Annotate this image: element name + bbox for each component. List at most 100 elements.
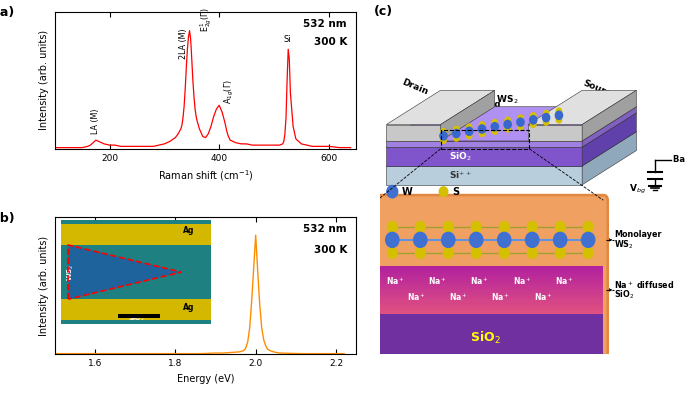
- Bar: [377, 290, 603, 292]
- Circle shape: [556, 108, 562, 114]
- Circle shape: [443, 248, 453, 258]
- Circle shape: [505, 126, 510, 132]
- Text: SiO$_2$: SiO$_2$: [471, 330, 501, 346]
- Bar: [377, 311, 603, 314]
- Bar: [377, 278, 603, 281]
- Circle shape: [504, 120, 511, 129]
- Bar: [377, 275, 603, 278]
- Text: V$_{bg}$: V$_{bg}$: [629, 183, 646, 196]
- Bar: [377, 314, 603, 358]
- Text: Si$^{++}$: Si$^{++}$: [449, 170, 472, 181]
- Text: ML WS$_2$: ML WS$_2$: [479, 93, 519, 106]
- Polygon shape: [582, 132, 636, 185]
- Circle shape: [386, 232, 399, 248]
- Circle shape: [584, 248, 593, 258]
- Polygon shape: [528, 90, 636, 125]
- Text: Monolayer: Monolayer: [614, 230, 661, 239]
- Circle shape: [416, 248, 425, 258]
- Bar: [377, 299, 603, 302]
- Text: Na$^+$: Na$^+$: [555, 275, 573, 287]
- Y-axis label: Intensity (arb. units): Intensity (arb. units): [39, 30, 49, 131]
- Circle shape: [525, 232, 539, 248]
- Text: Drain: Drain: [400, 78, 429, 97]
- Text: Ag: Ag: [489, 100, 501, 109]
- Text: Na$^+$: Na$^+$: [534, 291, 552, 302]
- Text: Na$^+$: Na$^+$: [407, 291, 425, 302]
- Bar: [440, 130, 530, 149]
- Polygon shape: [386, 141, 582, 147]
- Bar: [377, 297, 603, 299]
- Text: Na$^+$: Na$^+$: [491, 291, 510, 302]
- Text: Si: Si: [284, 35, 291, 44]
- Bar: [377, 292, 603, 295]
- Circle shape: [471, 221, 481, 232]
- Text: LA (M): LA (M): [91, 108, 101, 134]
- Polygon shape: [440, 90, 495, 141]
- Circle shape: [442, 232, 455, 248]
- Circle shape: [414, 232, 427, 248]
- Text: 300 K: 300 K: [314, 37, 347, 47]
- Text: SiO$_2$: SiO$_2$: [614, 289, 634, 301]
- Text: Source: Source: [582, 78, 618, 101]
- Circle shape: [556, 248, 565, 258]
- Circle shape: [492, 128, 497, 134]
- Bar: [377, 304, 603, 306]
- Circle shape: [470, 232, 483, 248]
- Bar: [377, 271, 603, 273]
- Text: Na$^+$ diffused: Na$^+$ diffused: [614, 279, 674, 291]
- Circle shape: [556, 117, 562, 123]
- Polygon shape: [386, 132, 636, 166]
- Bar: [377, 301, 603, 304]
- Polygon shape: [582, 107, 636, 147]
- Polygon shape: [582, 113, 636, 166]
- Circle shape: [543, 113, 550, 122]
- Circle shape: [453, 129, 460, 138]
- Text: Na$^+$: Na$^+$: [449, 291, 468, 302]
- Polygon shape: [528, 125, 582, 141]
- Text: S: S: [453, 187, 460, 197]
- Text: Na$^+$: Na$^+$: [428, 275, 447, 287]
- Circle shape: [556, 221, 565, 232]
- Circle shape: [505, 117, 510, 123]
- Bar: [377, 283, 603, 285]
- Text: E$^{1}_{2g}$($\Gamma$): E$^{1}_{2g}$($\Gamma$): [199, 8, 214, 32]
- Bar: [377, 285, 603, 288]
- Polygon shape: [386, 90, 495, 125]
- Bar: [377, 266, 603, 269]
- Circle shape: [478, 125, 486, 133]
- Circle shape: [416, 221, 425, 232]
- Text: 2LA (M): 2LA (M): [179, 29, 188, 59]
- Circle shape: [518, 123, 523, 130]
- Text: 300 K: 300 K: [314, 245, 347, 255]
- Text: 532 nm: 532 nm: [303, 224, 347, 234]
- Circle shape: [479, 131, 485, 137]
- Text: (c): (c): [374, 5, 393, 18]
- Circle shape: [582, 232, 595, 248]
- Text: W: W: [401, 187, 412, 197]
- Circle shape: [387, 185, 398, 198]
- Y-axis label: Intensity (arb. units): Intensity (arb. units): [39, 236, 49, 336]
- Circle shape: [499, 221, 509, 232]
- Circle shape: [531, 121, 536, 127]
- Circle shape: [466, 124, 472, 130]
- Circle shape: [439, 187, 448, 197]
- Bar: [377, 287, 603, 290]
- Circle shape: [531, 113, 536, 119]
- Polygon shape: [386, 147, 582, 166]
- Text: WS$_2$: WS$_2$: [614, 239, 634, 251]
- Circle shape: [530, 116, 537, 124]
- Text: SiO$_2$: SiO$_2$: [449, 150, 472, 163]
- Circle shape: [388, 248, 397, 258]
- Circle shape: [471, 248, 481, 258]
- Circle shape: [584, 221, 593, 232]
- Circle shape: [517, 118, 524, 126]
- Circle shape: [556, 111, 562, 119]
- Text: (b): (b): [0, 212, 15, 225]
- Text: Na$^+$: Na$^+$: [512, 275, 531, 287]
- Circle shape: [441, 129, 446, 135]
- Circle shape: [491, 123, 499, 131]
- Circle shape: [527, 248, 537, 258]
- Polygon shape: [386, 166, 582, 185]
- Circle shape: [453, 127, 459, 133]
- Circle shape: [440, 132, 447, 140]
